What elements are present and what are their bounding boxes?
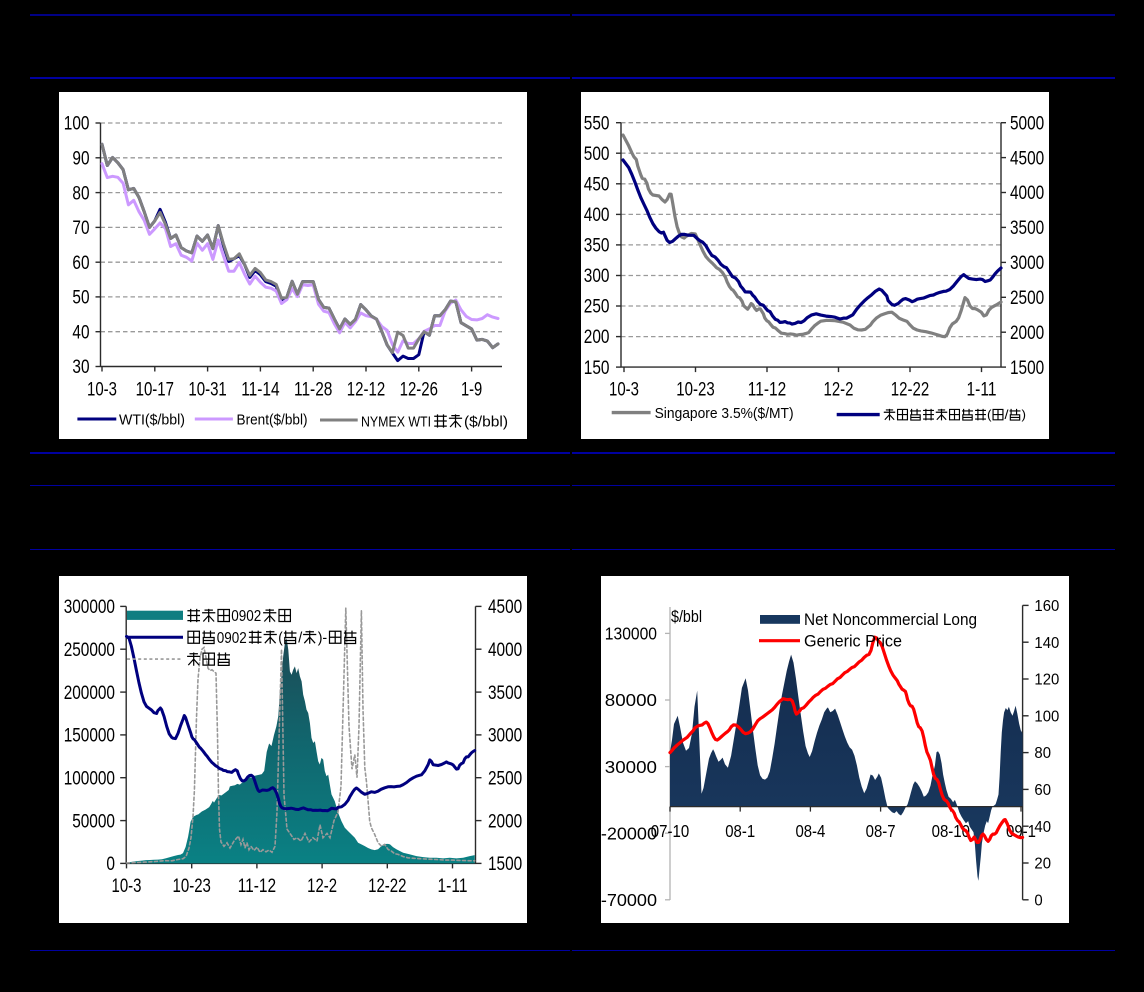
- svg-text:40: 40: [72, 322, 89, 343]
- svg-text:2000: 2000: [488, 811, 522, 832]
- svg-text:1500: 1500: [1010, 358, 1044, 379]
- svg-text:12-22: 12-22: [368, 876, 406, 897]
- svg-text:450: 450: [584, 175, 610, 196]
- svg-text:12-12: 12-12: [347, 380, 385, 401]
- svg-text:11-28: 11-28: [294, 380, 332, 401]
- svg-text:140: 140: [1034, 635, 1059, 652]
- svg-text:1-11: 1-11: [438, 876, 468, 897]
- svg-text:(: (: [987, 407, 992, 422]
- svg-text:12-26: 12-26: [400, 380, 438, 401]
- svg-text:3000: 3000: [488, 726, 522, 747]
- svg-text:1500: 1500: [488, 854, 522, 875]
- svg-text:Generic Price: Generic Price: [804, 632, 902, 651]
- svg-text:4500: 4500: [1010, 148, 1044, 169]
- svg-text:0: 0: [1034, 892, 1042, 909]
- svg-text:Brent($/bbl): Brent($/bbl): [237, 411, 308, 428]
- svg-text:NYMEX WTI: NYMEX WTI: [361, 413, 431, 430]
- svg-text:100: 100: [64, 114, 90, 135]
- svg-text:08-4: 08-4: [795, 821, 825, 841]
- svg-text:4000: 4000: [488, 640, 522, 661]
- svg-text:40: 40: [1034, 819, 1051, 836]
- svg-text:/: /: [1005, 407, 1009, 422]
- svg-text:(: (: [278, 630, 283, 647]
- svg-text:5000: 5000: [1010, 113, 1044, 134]
- svg-text:)-: )-: [318, 630, 328, 647]
- svg-text:12-22: 12-22: [891, 380, 929, 401]
- svg-text:300000: 300000: [64, 597, 115, 618]
- svg-text:10-3: 10-3: [112, 876, 142, 897]
- svg-text:50: 50: [72, 288, 89, 309]
- svg-text:300: 300: [584, 266, 610, 287]
- svg-text:400: 400: [584, 205, 610, 226]
- svg-text:200: 200: [584, 327, 610, 348]
- svg-text:60: 60: [1034, 782, 1051, 799]
- svg-text:08-1: 08-1: [725, 821, 755, 841]
- svg-text:130000: 130000: [605, 624, 657, 644]
- svg-text:3500: 3500: [1010, 218, 1044, 239]
- svg-text:2500: 2500: [488, 768, 522, 789]
- svg-text:1-11: 1-11: [967, 380, 997, 401]
- svg-text:($/bbl): ($/bbl): [464, 413, 508, 430]
- svg-text:08-7: 08-7: [866, 821, 896, 841]
- svg-text:4500: 4500: [488, 597, 522, 618]
- svg-text:0902: 0902: [217, 630, 247, 647]
- svg-text:3500: 3500: [488, 683, 522, 704]
- svg-text:250000: 250000: [64, 640, 115, 661]
- svg-text:3000: 3000: [1010, 253, 1044, 274]
- svg-text:30: 30: [72, 357, 89, 378]
- svg-text:10-3: 10-3: [87, 380, 117, 401]
- svg-text:12-2: 12-2: [824, 380, 854, 401]
- svg-text:): ): [1022, 407, 1027, 422]
- svg-text:60: 60: [72, 253, 89, 274]
- svg-text:-70000: -70000: [601, 890, 657, 910]
- svg-text:11-12: 11-12: [748, 380, 786, 401]
- svg-text:150: 150: [584, 358, 610, 379]
- svg-text:11-12: 11-12: [238, 876, 276, 897]
- svg-text:/: /: [298, 630, 303, 647]
- svg-text:Singapore 3.5%($/MT): Singapore 3.5%($/MT): [655, 405, 794, 422]
- svg-text:80: 80: [1034, 745, 1051, 762]
- svg-text:550: 550: [584, 113, 610, 134]
- svg-text:WTI($/bbl): WTI($/bbl): [119, 411, 185, 428]
- svg-text:100: 100: [1034, 708, 1059, 725]
- svg-text:120: 120: [1034, 672, 1059, 689]
- svg-text:0: 0: [106, 854, 115, 875]
- svg-text:500: 500: [584, 144, 610, 165]
- svg-text:Net Noncommercial Long: Net Noncommercial Long: [804, 610, 977, 629]
- svg-text:80: 80: [72, 183, 89, 204]
- svg-text:1-9: 1-9: [461, 380, 482, 401]
- svg-text:-20000: -20000: [601, 823, 657, 843]
- svg-text:160: 160: [1034, 598, 1059, 615]
- svg-text:100000: 100000: [64, 768, 115, 789]
- svg-text:2500: 2500: [1010, 288, 1044, 309]
- svg-text:250: 250: [584, 297, 610, 318]
- svg-text:$/bbl: $/bbl: [671, 607, 702, 626]
- svg-text:10-17: 10-17: [136, 380, 174, 401]
- svg-text:10-23: 10-23: [173, 876, 211, 897]
- svg-text:90: 90: [72, 149, 89, 170]
- svg-text:0902: 0902: [231, 608, 261, 625]
- svg-text:20: 20: [1034, 856, 1051, 873]
- svg-text:30000: 30000: [605, 757, 657, 777]
- svg-text:10-23: 10-23: [676, 380, 714, 401]
- svg-text:10-31: 10-31: [188, 380, 226, 401]
- svg-text:70: 70: [72, 218, 89, 239]
- svg-text:12-2: 12-2: [307, 876, 337, 897]
- svg-text:80000: 80000: [605, 690, 657, 710]
- svg-text:4000: 4000: [1010, 183, 1044, 204]
- svg-text:200000: 200000: [64, 683, 115, 704]
- svg-text:11-14: 11-14: [241, 380, 280, 401]
- svg-text:350: 350: [584, 236, 610, 257]
- svg-text:2000: 2000: [1010, 323, 1044, 344]
- svg-text:07-10: 07-10: [651, 821, 690, 841]
- svg-text:150000: 150000: [64, 726, 115, 747]
- svg-text:50000: 50000: [72, 811, 115, 832]
- svg-text:10-3: 10-3: [609, 380, 639, 401]
